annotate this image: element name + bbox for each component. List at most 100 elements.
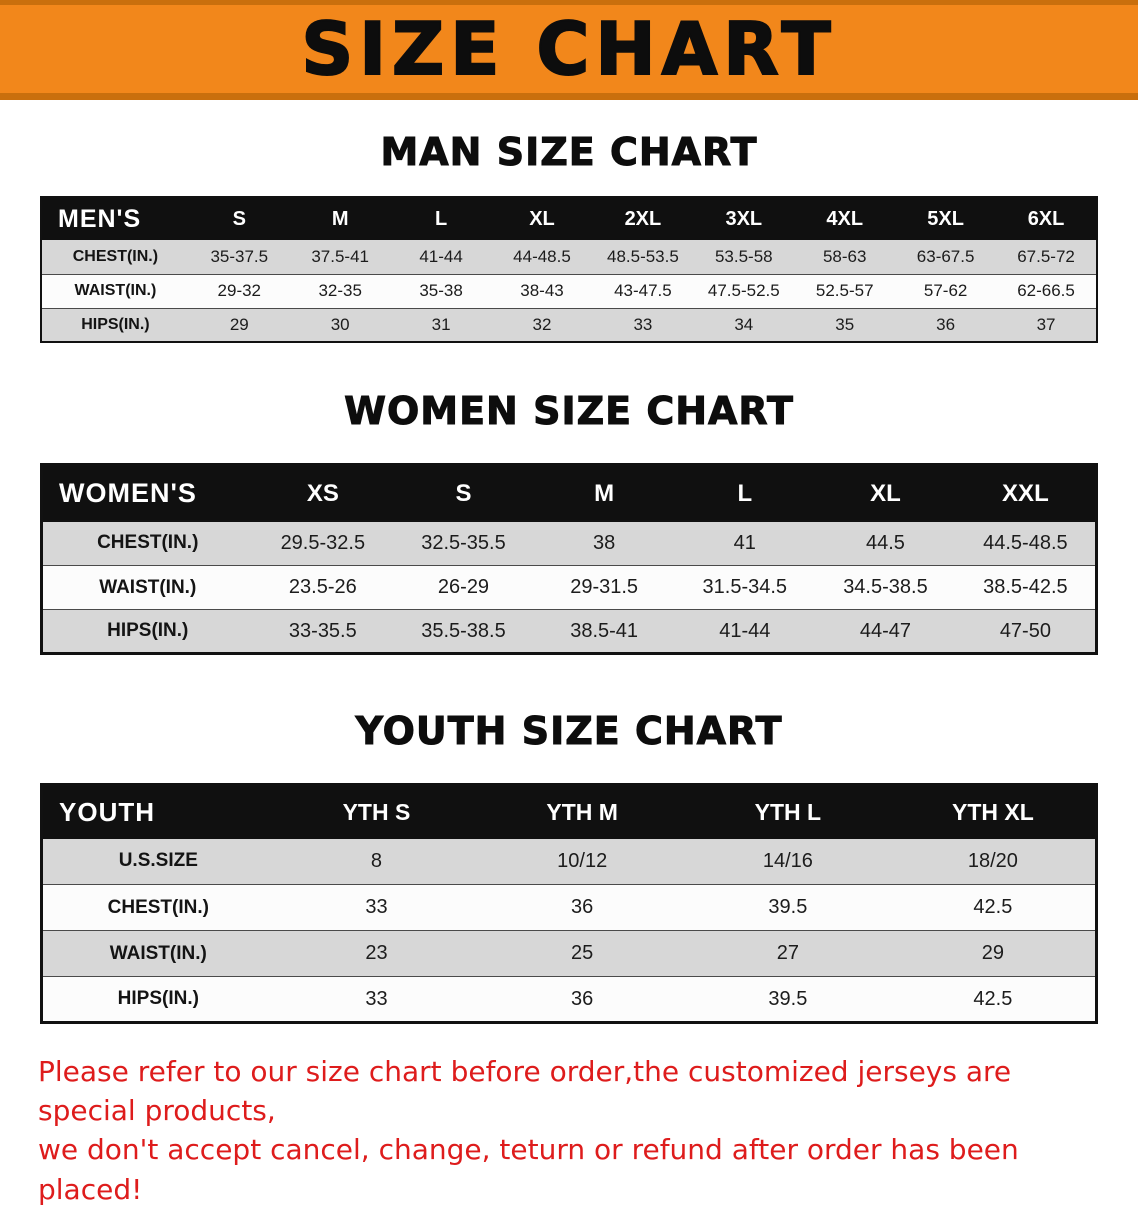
size-value-cell: 25 bbox=[571, 942, 594, 964]
size-value-cell: 18/20 bbox=[967, 849, 1018, 872]
size-column-header: S bbox=[232, 207, 246, 230]
size-column-header: 6XL bbox=[1027, 207, 1065, 230]
measurement-row: CHEST(IN.) 35-37.5 37.5-41 41-44 44-48.5 48.5… bbox=[41, 240, 1097, 274]
size-column-header: 5XL bbox=[927, 207, 964, 230]
size-value-cell: 38.5-42.5 bbox=[983, 576, 1068, 598]
size-value-cell: 43-47.5 bbox=[614, 281, 672, 300]
size-value-cell: 31 bbox=[431, 314, 451, 334]
size-column-header: 3XL bbox=[725, 207, 763, 230]
size-value-cell: 29.5-32.5 bbox=[280, 531, 366, 554]
women-size-table: WOMEN'S XS S M L XL XXL CHEST(IN.) 29.5-32.5 32.5… bbox=[40, 463, 1098, 655]
size-value-cell: 31.5-34.5 bbox=[702, 576, 788, 598]
size-value-cell: 63-67.5 bbox=[916, 246, 975, 266]
measurement-row: HIPS(IN.) 29 30 31 32 33 34 35 36 37 bbox=[41, 308, 1097, 342]
row-label: U.S.SIZE bbox=[118, 850, 198, 872]
size-value-cell: 32 bbox=[532, 314, 552, 334]
size-column-header: L bbox=[434, 207, 448, 230]
measurement-row: CHEST(IN.) 33 36 39.5 42.5 bbox=[41, 884, 1097, 931]
youth-section-heading: YOUTH SIZE CHART bbox=[355, 709, 783, 754]
note-line-2: we don't accept cancel, change, teturn o… bbox=[38, 1133, 1019, 1206]
size-value-cell: 62-66.5 bbox=[1017, 281, 1075, 300]
size-value-cell: 33 bbox=[633, 314, 653, 334]
row-label: HIPS(IN.) bbox=[117, 988, 199, 1009]
size-value-cell: 23 bbox=[365, 942, 388, 964]
size-value-cell: 35.5-38.5 bbox=[421, 619, 506, 642]
size-value-cell: 29 bbox=[981, 942, 1004, 964]
size-column-header: S bbox=[455, 479, 472, 507]
size-value-cell: 44-47 bbox=[859, 619, 912, 642]
table-body: CHEST(IN.) 35-37.5 37.5-41 41-44 44-48.5 48.5… bbox=[41, 240, 1097, 342]
size-value-cell: 36 bbox=[571, 896, 594, 918]
women-section-heading: WOMEN SIZE CHART bbox=[344, 389, 794, 434]
row-label: CHEST(IN.) bbox=[97, 532, 199, 554]
size-column-header: YTH S bbox=[342, 798, 411, 825]
size-column-header: L bbox=[737, 479, 753, 507]
size-value-cell: 42.5 bbox=[973, 896, 1013, 918]
row-label: HIPS(IN.) bbox=[107, 620, 189, 641]
header-row: MEN'S S M L XL 2XL 3XL 4XL 5XL 6XL bbox=[41, 197, 1097, 240]
size-value-cell: 47-50 bbox=[999, 619, 1051, 642]
size-value-cell: 29 bbox=[229, 314, 249, 334]
table-head: YOUTH YTH S YTH M YTH L YTH XL bbox=[41, 784, 1097, 839]
table-head: MEN'S S M L XL 2XL 3XL 4XL 5XL 6XL bbox=[41, 197, 1097, 240]
size-value-cell: 38.5-41 bbox=[570, 619, 639, 642]
size-value-cell: 48.5-53.5 bbox=[606, 246, 679, 266]
size-column-header: YTH M bbox=[546, 798, 618, 825]
size-value-cell: 33 bbox=[365, 987, 388, 1010]
table-body: CHEST(IN.) 29.5-32.5 32.5-35.5 38 41 44.5 44.5… bbox=[41, 521, 1097, 654]
size-value-cell: 38 bbox=[593, 531, 616, 554]
measurement-row: HIPS(IN.) 33-35.5 35.5-38.5 38.5-41 41-44 44-… bbox=[41, 609, 1097, 654]
measurement-row: U.S.SIZE 8 10/12 14/16 18/20 bbox=[41, 838, 1097, 885]
youth-size-section: YOUTH SIZE CHART YOUTH YTH S YTH M YTH L YTH… bbox=[0, 709, 1138, 1024]
size-value-cell: 36 bbox=[571, 987, 594, 1010]
size-value-cell: 58-63 bbox=[822, 246, 867, 266]
size-value-cell: 53.5-58 bbox=[714, 246, 773, 266]
measurement-row: WAIST(IN.) 23.5-26 26-29 29-31.5 31.5-34.5 34… bbox=[41, 565, 1097, 610]
size-column-header: XL bbox=[870, 479, 901, 507]
row-label: WAIST(IN.) bbox=[109, 942, 207, 964]
size-value-cell: 41 bbox=[733, 531, 756, 554]
table-body: U.S.SIZE 8 10/12 14/16 18/20 CHEST(IN.) 33 36 39… bbox=[41, 838, 1097, 1023]
size-column-header: XS bbox=[306, 479, 339, 507]
size-value-cell: 67.5-72 bbox=[1017, 246, 1075, 266]
measurement-row: WAIST(IN.) 29-32 32-35 35-38 38-43 43-47.5 47.… bbox=[41, 274, 1097, 308]
size-value-cell: 29-31.5 bbox=[570, 576, 639, 598]
men-section-heading: MAN SIZE CHART bbox=[380, 130, 758, 175]
size-value-cell: 33-35.5 bbox=[288, 619, 357, 642]
table-title-cell: YOUTH bbox=[59, 796, 155, 827]
size-value-cell: 8 bbox=[370, 849, 383, 872]
size-value-cell: 57-62 bbox=[923, 281, 968, 300]
youth-size-table: YOUTH YTH S YTH M YTH L YTH XL U.S.SIZE 8 10/12… bbox=[40, 783, 1098, 1024]
size-value-cell: 44.5-48.5 bbox=[983, 531, 1068, 554]
size-column-header: M bbox=[594, 479, 615, 507]
size-value-cell: 39.5 bbox=[768, 987, 808, 1010]
size-value-cell: 33 bbox=[365, 896, 388, 918]
size-value-cell: 34.5-38.5 bbox=[843, 576, 928, 598]
measurement-row: HIPS(IN.) 33 36 39.5 42.5 bbox=[41, 976, 1097, 1023]
page-title: SIZE CHART bbox=[300, 7, 837, 91]
header-row: WOMEN'S XS S M L XL XXL bbox=[41, 464, 1097, 522]
size-value-cell: 37.5-41 bbox=[311, 246, 370, 266]
size-column-header: YTH XL bbox=[951, 798, 1034, 825]
size-column-header: 2XL bbox=[624, 207, 662, 230]
row-label: HIPS(IN.) bbox=[81, 315, 150, 333]
size-value-cell: 32-35 bbox=[318, 281, 362, 300]
table-head: WOMEN'S XS S M L XL XXL bbox=[41, 464, 1097, 522]
table-title-cell: WOMEN'S bbox=[59, 478, 197, 509]
size-column-header: XL bbox=[529, 207, 555, 230]
size-value-cell: 41-44 bbox=[719, 619, 771, 642]
measurement-row: WAIST(IN.) 23 25 27 29 bbox=[41, 930, 1097, 977]
size-chart-banner: SIZE CHART bbox=[0, 0, 1138, 100]
row-label: WAIST(IN.) bbox=[74, 282, 157, 299]
size-value-cell: 38-43 bbox=[520, 281, 564, 300]
size-value-cell: 32.5-35.5 bbox=[421, 531, 506, 554]
size-value-cell: 39.5 bbox=[768, 896, 808, 918]
size-value-cell: 44.5 bbox=[865, 531, 905, 554]
size-value-cell: 14/16 bbox=[762, 849, 813, 872]
size-value-cell: 37 bbox=[1036, 314, 1056, 334]
order-note: Please refer to our size chart before or… bbox=[38, 1052, 1100, 1209]
row-label: CHEST(IN.) bbox=[107, 896, 209, 918]
men-size-table: MEN'S S M L XL 2XL 3XL 4XL 5XL 6XL CHEST(IN.) 35-37… bbox=[40, 196, 1098, 343]
size-value-cell: 10/12 bbox=[557, 849, 608, 872]
